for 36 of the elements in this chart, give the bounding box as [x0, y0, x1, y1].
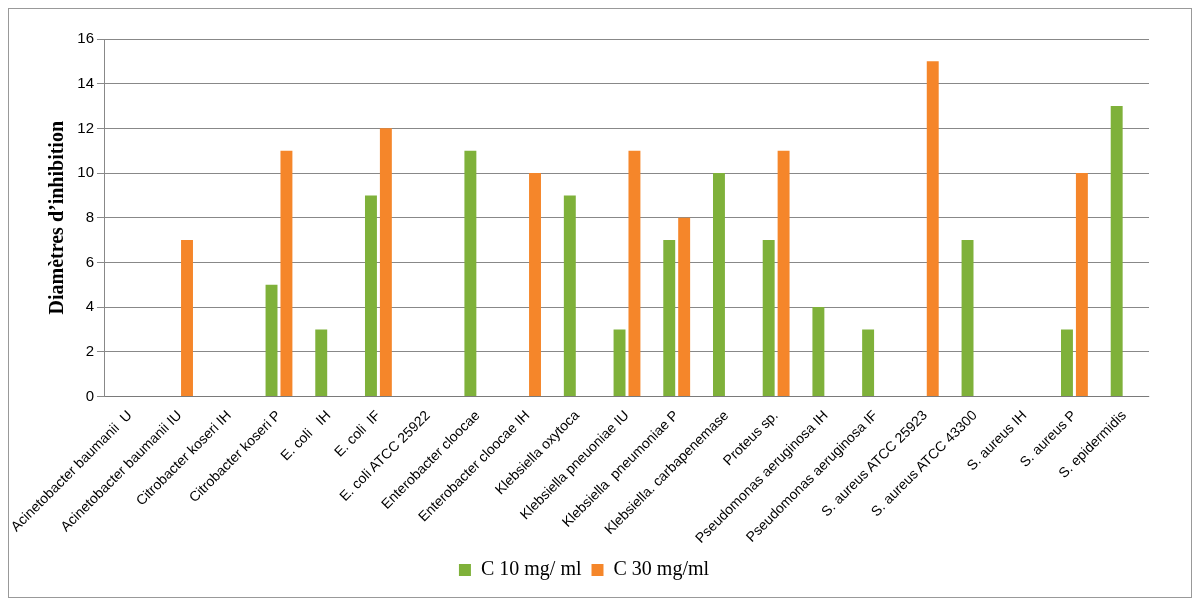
y-tick-label: 8 [85, 207, 94, 225]
bar [926, 61, 939, 396]
y-tick-label: 14 [77, 73, 94, 91]
bar [364, 195, 377, 396]
y-tick-label: 10 [77, 163, 94, 181]
bar [713, 173, 725, 396]
bar [862, 329, 875, 396]
bar [613, 329, 626, 396]
bar [529, 173, 541, 396]
x-tick-label: E. coli IH [277, 406, 334, 464]
bar [663, 240, 676, 396]
y-tick-label: 0 [85, 386, 94, 404]
bar [812, 307, 825, 396]
bar [181, 240, 193, 396]
bar [265, 284, 278, 396]
y-axis-title: Diamètres d’inhibition [45, 120, 68, 315]
bar [678, 217, 691, 396]
y-tick-label: 6 [85, 252, 94, 270]
bar [762, 240, 775, 396]
bar [961, 240, 974, 396]
y-tick-label: 16 [77, 29, 94, 47]
bar [777, 150, 790, 396]
legend-label: C 30 mg/ml [613, 557, 710, 581]
bar [315, 329, 328, 396]
bar [1075, 173, 1088, 396]
y-tick-label: 12 [77, 118, 94, 136]
bar [563, 195, 576, 396]
bar [379, 128, 392, 396]
y-tick-label: 2 [85, 341, 94, 359]
bar [280, 150, 293, 396]
bar [464, 150, 477, 396]
bar [628, 150, 641, 396]
y-tick-label: 4 [85, 297, 94, 315]
bar [1110, 106, 1123, 396]
bar [1061, 329, 1073, 396]
legend-label: C 10 mg/ ml [480, 557, 582, 581]
